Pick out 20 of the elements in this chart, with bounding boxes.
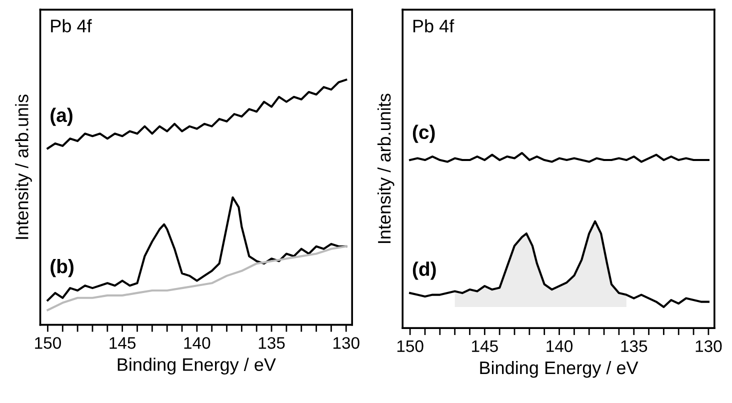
annotation: (b)	[50, 259, 74, 278]
x-tick-label: 150	[35, 337, 61, 349]
y-axis-title: Intensity / arb.unis	[15, 94, 32, 239]
x-axis-title: Binding Energy / eV	[118, 358, 276, 375]
text: Pb 4f	[51, 19, 92, 32]
y-axis-title: Intensity / arb.units	[377, 94, 394, 243]
x-tick-label: 150	[397, 340, 424, 352]
x-tick-label: 140	[184, 337, 210, 349]
x-tick-label: 145	[110, 337, 136, 349]
text: Pb 4f	[413, 19, 454, 32]
x-tick-label: 130	[696, 340, 722, 352]
x-tick-label: 145	[472, 340, 498, 352]
annotation: (a)	[50, 108, 72, 126]
x-tick-label: 135	[258, 337, 285, 349]
x-axis-title: Binding Energy / eV	[480, 360, 638, 378]
annotation: (d)	[412, 262, 436, 280]
x-tick-label: 135	[621, 340, 648, 352]
x-tick-label: 140	[546, 340, 573, 352]
text: (c)	[412, 124, 435, 143]
x-tick-label: 130	[333, 337, 360, 349]
